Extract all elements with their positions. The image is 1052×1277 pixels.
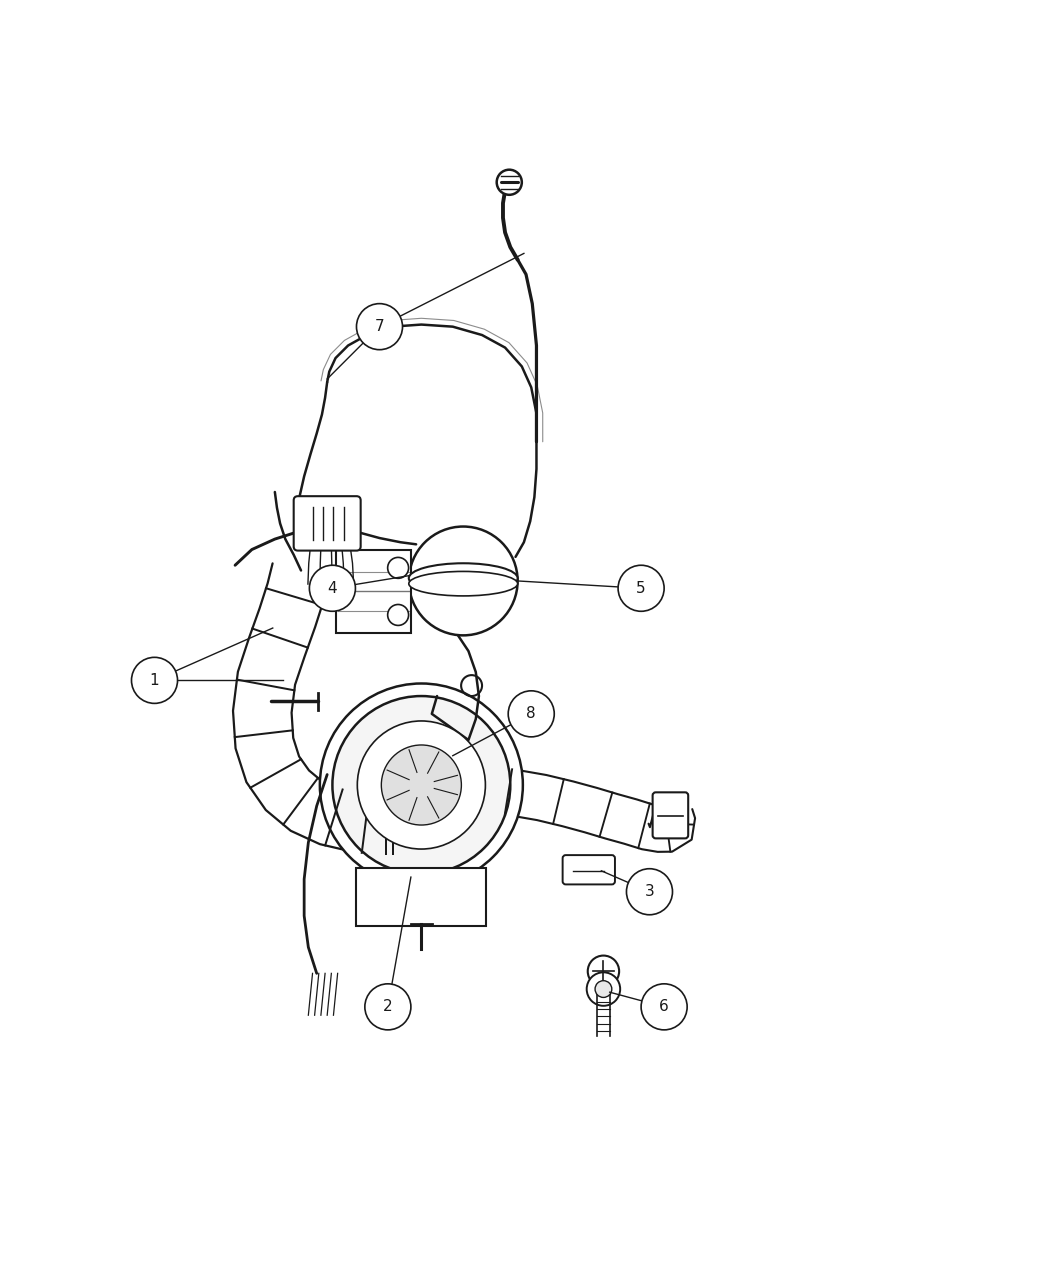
Text: 8: 8 [526, 706, 537, 722]
FancyBboxPatch shape [652, 792, 688, 839]
Text: 1: 1 [149, 673, 159, 688]
Circle shape [595, 981, 612, 997]
Ellipse shape [409, 571, 518, 596]
FancyBboxPatch shape [294, 497, 361, 550]
Circle shape [320, 683, 523, 886]
Ellipse shape [409, 563, 518, 594]
Circle shape [381, 744, 462, 825]
FancyBboxPatch shape [357, 867, 486, 926]
Text: 6: 6 [660, 1000, 669, 1014]
Circle shape [587, 972, 621, 1006]
Circle shape [641, 983, 687, 1029]
FancyBboxPatch shape [563, 856, 615, 885]
Circle shape [409, 526, 518, 636]
Circle shape [365, 983, 411, 1029]
Circle shape [387, 557, 408, 578]
Text: 2: 2 [383, 1000, 392, 1014]
FancyBboxPatch shape [336, 550, 411, 632]
Circle shape [588, 955, 620, 987]
Circle shape [332, 696, 510, 873]
Circle shape [132, 658, 178, 704]
Circle shape [357, 304, 403, 350]
Polygon shape [474, 765, 695, 852]
Circle shape [619, 566, 664, 612]
Circle shape [309, 566, 356, 612]
Circle shape [626, 868, 672, 914]
Circle shape [387, 604, 408, 626]
Text: 7: 7 [375, 319, 384, 335]
Text: 5: 5 [636, 581, 646, 596]
Text: 3: 3 [645, 884, 654, 899]
Circle shape [358, 722, 485, 849]
Circle shape [508, 691, 554, 737]
Polygon shape [232, 563, 396, 854]
Circle shape [497, 170, 522, 195]
Text: 4: 4 [327, 581, 338, 596]
